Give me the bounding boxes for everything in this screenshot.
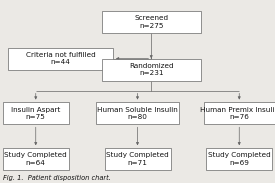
FancyBboxPatch shape <box>8 48 113 70</box>
Text: Study Completed
n=64: Study Completed n=64 <box>4 152 67 166</box>
FancyBboxPatch shape <box>206 148 272 170</box>
Text: Human Soluble Insulin
n=80: Human Soluble Insulin n=80 <box>97 107 178 120</box>
FancyBboxPatch shape <box>204 102 275 124</box>
FancyBboxPatch shape <box>102 59 201 81</box>
FancyBboxPatch shape <box>102 11 201 33</box>
FancyBboxPatch shape <box>3 102 69 124</box>
Text: Fig. 1.  Patient disposition chart.: Fig. 1. Patient disposition chart. <box>3 175 111 181</box>
Text: Insulin Aspart
n=75: Insulin Aspart n=75 <box>11 107 60 120</box>
Text: Study Completed
n=69: Study Completed n=69 <box>208 152 271 166</box>
FancyBboxPatch shape <box>3 148 69 170</box>
Text: Study Completed
n=71: Study Completed n=71 <box>106 152 169 166</box>
FancyBboxPatch shape <box>96 102 179 124</box>
FancyBboxPatch shape <box>104 148 170 170</box>
Text: Human Premix Insulin
n=76: Human Premix Insulin n=76 <box>200 107 275 120</box>
Text: Screened
n=275: Screened n=275 <box>134 15 168 29</box>
Text: Criteria not fulfilled
n=44: Criteria not fulfilled n=44 <box>26 52 95 65</box>
Text: Randomized
n=231: Randomized n=231 <box>129 63 174 76</box>
